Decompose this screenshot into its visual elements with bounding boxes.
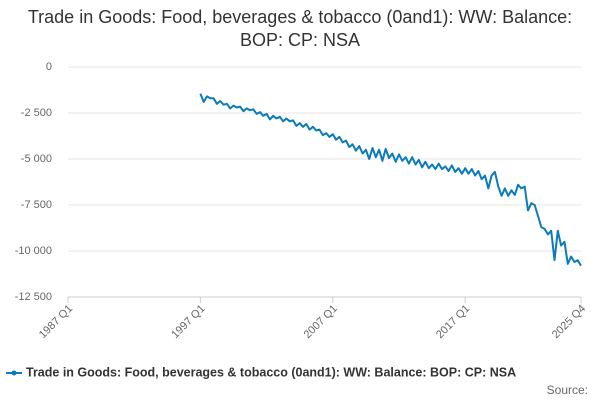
- x-tick-label: 2025 Q4: [550, 303, 588, 341]
- data-line: [199, 93, 582, 267]
- chart-title: Trade in Goods: Food, beverages & tobacc…: [27, 7, 573, 50]
- y-tick-label: -7 500: [21, 199, 52, 211]
- y-tick-label: -10 000: [15, 245, 52, 257]
- legend-marker: [11, 370, 17, 376]
- x-tick-label: 1987 Q1: [37, 303, 75, 341]
- source: Source:: [547, 383, 588, 397]
- legend-label: Trade in Goods: Food, beverages & tobacc…: [26, 365, 516, 379]
- y-tick-label: -5 000: [21, 153, 52, 165]
- x-tick-label: 1997 Q1: [169, 303, 207, 341]
- x-tick-label: 2017 Q1: [434, 303, 472, 341]
- y-tick-label: 0: [46, 61, 52, 73]
- y-tick-label: -2 500: [21, 107, 52, 119]
- x-tick-label: 2007 Q1: [302, 303, 340, 341]
- y-tick-label: -12 500: [15, 291, 52, 303]
